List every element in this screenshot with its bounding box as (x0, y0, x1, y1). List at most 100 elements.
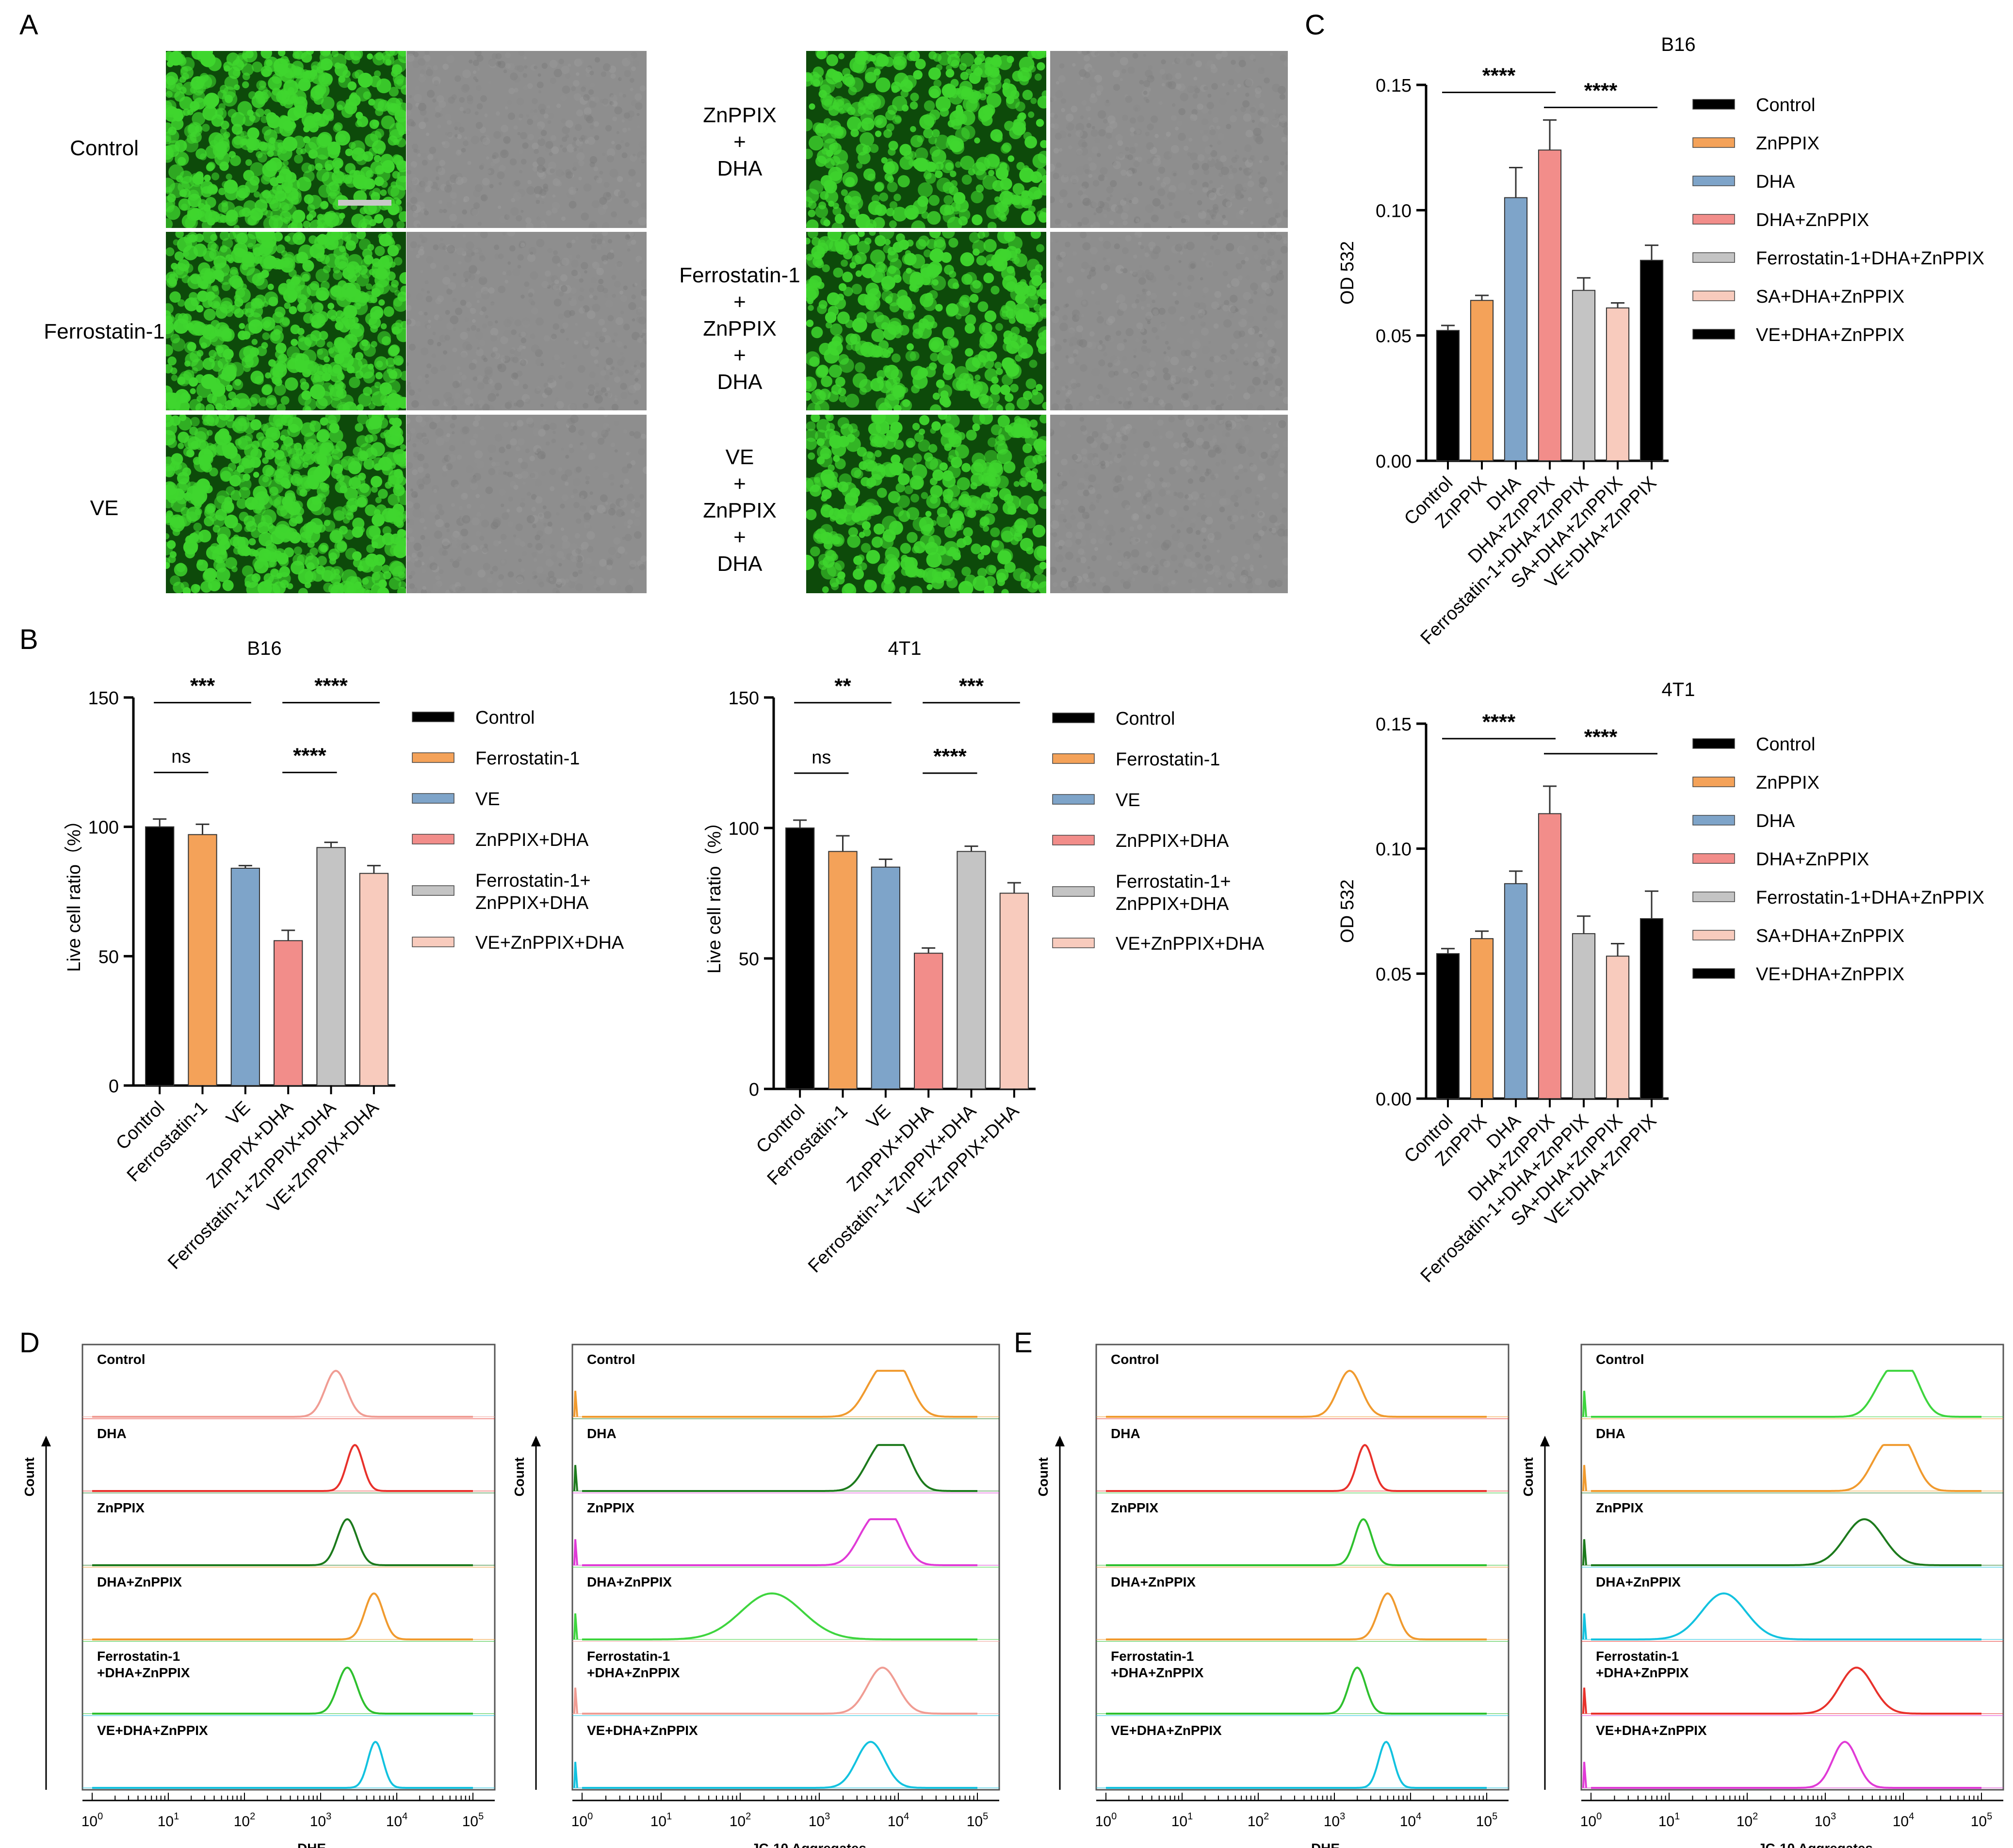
y-tick-label: 100 (88, 818, 119, 838)
legend-label: Ferrostatin-1+DHA+ZnPPIX (1756, 888, 1984, 908)
legend-swatch (1692, 968, 1735, 979)
histogram-curve (92, 1443, 473, 1492)
legend-swatch (1052, 938, 1095, 948)
chart-4t1-od: 4T1 0.00 0.05 0.10 0.15 OD 532 Control ZnPPIX DH… (1337, 679, 1984, 1286)
y-axis-arrow (41, 1436, 51, 1446)
fluorescence-image (166, 415, 406, 593)
bar (1436, 330, 1460, 461)
fluorescence-image (806, 232, 1046, 410)
bar (1504, 883, 1528, 1099)
histogram-curve (1106, 1443, 1487, 1492)
legend-swatch (1692, 738, 1735, 749)
y-tick-label: 0.00 (1376, 452, 1412, 472)
row-label: VE+DHA+ZnPPIX (97, 1723, 208, 1738)
legend-swatch (1692, 815, 1735, 826)
histogram-spike (573, 1762, 578, 1788)
histogram-curve (92, 1370, 473, 1418)
x-axis-label: JC-10 Aggregates (751, 1841, 866, 1848)
y-tick-label: 0.15 (1376, 76, 1412, 96)
x-tick-label: 104 (1400, 1811, 1422, 1830)
chart-title: B16 (1661, 34, 1695, 55)
bar (1572, 933, 1596, 1099)
row-label: Control (97, 1352, 146, 1367)
x-tick-label: 100 (81, 1811, 103, 1830)
legend-label: Ferrostatin-1 (475, 748, 580, 769)
row-label: ZnPPIX (1111, 1500, 1158, 1515)
histogram-curve (1106, 1592, 1487, 1640)
bar (274, 940, 303, 1086)
histogram-curve (92, 1592, 473, 1640)
y-axis-label: Live cell ratio（%） (64, 811, 84, 972)
x-tick-label: 100 (1580, 1811, 1602, 1830)
histogram-curve (1591, 1444, 1981, 1492)
row-label-ferro-znppix-dha: Ferrostatin-1 + ZnPPIX + DHA (679, 263, 800, 394)
significance-label: ns (171, 747, 191, 767)
legend-label: DHA+ZnPPIX (1756, 849, 1869, 870)
legend-swatch (1692, 930, 1735, 940)
x-axis-label: JC-10 Aggregates (1758, 1841, 1873, 1848)
x-tick-label: 105 (462, 1811, 484, 1830)
bar (1606, 956, 1630, 1099)
legend-label: Ferrostatin-1+ ZnPPIX+DHA (1116, 872, 1231, 914)
y-tick-label: 0.05 (1376, 964, 1412, 985)
histogram-spike (1582, 1539, 1587, 1566)
bar (188, 834, 217, 1086)
histogram-spike (573, 1539, 578, 1566)
row-label-znppix-dha: ZnPPIX + DHA (703, 103, 777, 180)
histogram-curve (1106, 1666, 1487, 1715)
legend-label: Control (1756, 734, 1816, 755)
significance-label: **** (1482, 710, 1516, 734)
y-tick-label: 0.10 (1376, 201, 1412, 221)
chart-b16-viability: B16 0 50 100 150 Live cell ratio（%） Control Fer… (64, 638, 624, 1273)
histogram-curve (1591, 1667, 1981, 1715)
x-axis-label: DHE (297, 1841, 326, 1848)
legend-label: VE (1116, 790, 1140, 811)
x-tick-label: 105 (967, 1811, 989, 1830)
y-axis-arrow (1540, 1436, 1550, 1446)
y-tick-label: 50 (739, 949, 759, 970)
histogram-curve (92, 1667, 473, 1715)
significance-label: **** (1584, 79, 1618, 103)
x-tick-label: 101 (1171, 1811, 1193, 1830)
row-label: Control (587, 1352, 635, 1367)
row-label: Ferrostatin-1 +DHA+ZnPPIX (1111, 1649, 1204, 1680)
panel-letter-d: D (19, 1327, 40, 1359)
legend-label: Ferrostatin-1+ ZnPPIX+DHA (475, 871, 591, 913)
significance-label: **** (1482, 64, 1516, 88)
row-label: DHA (587, 1426, 617, 1441)
legend-label: DHA (1756, 811, 1795, 831)
y-axis-label: OD 532 (1337, 879, 1358, 943)
histogram-curve (582, 1518, 977, 1566)
legend-swatch (1052, 886, 1095, 897)
significance-label: **** (314, 674, 348, 698)
flow-e-dhe: Count 100 101 102 103 104 105 DHE Control DHA ZnPP… (1036, 1344, 1510, 1848)
row-label: ZnPPIX (97, 1500, 145, 1515)
legend-swatch (412, 752, 455, 763)
chart-b16-od: B16 0.00 0.05 0.10 0.15 OD 532 Control ZnPPIX DH… (1337, 34, 1984, 648)
flow-d-dhe: Count 100 101 102 103 104 105 DHE Control DHA ZnPP… (22, 1344, 496, 1848)
y-tick-label: 0 (749, 1080, 759, 1100)
significance-label: ns (812, 747, 831, 768)
row-label-ve: VE (90, 496, 119, 520)
brightfield-image (1050, 415, 1288, 593)
row-label-control: Control (70, 136, 139, 160)
legend-label: VE+ZnPPIX+DHA (1116, 934, 1265, 954)
significance-label: **** (933, 745, 967, 768)
histogram-curve (582, 1370, 977, 1418)
legend-swatch (1692, 853, 1735, 864)
legend-label: DHA+ZnPPIX (1756, 210, 1869, 230)
x-tick-label: 101 (1658, 1811, 1680, 1830)
row-label: DHA (1596, 1426, 1625, 1441)
y-tick-label: 0.00 (1376, 1089, 1412, 1110)
legend-label: Ferrostatin-1+DHA+ZnPPIX (1756, 248, 1984, 269)
histogram-curve (92, 1518, 473, 1566)
bar (145, 826, 175, 1086)
histogram-spike (573, 1465, 578, 1491)
row-label: Control (1596, 1352, 1644, 1367)
x-tick-label: 102 (1248, 1811, 1269, 1830)
legend-label: VE+DHA+ZnPPIX (1756, 325, 1904, 345)
chart-title: B16 (247, 638, 281, 659)
x-tick-label: 104 (1893, 1811, 1915, 1830)
chart-title: 4T1 (888, 638, 922, 659)
histogram-curve (1591, 1592, 1981, 1640)
